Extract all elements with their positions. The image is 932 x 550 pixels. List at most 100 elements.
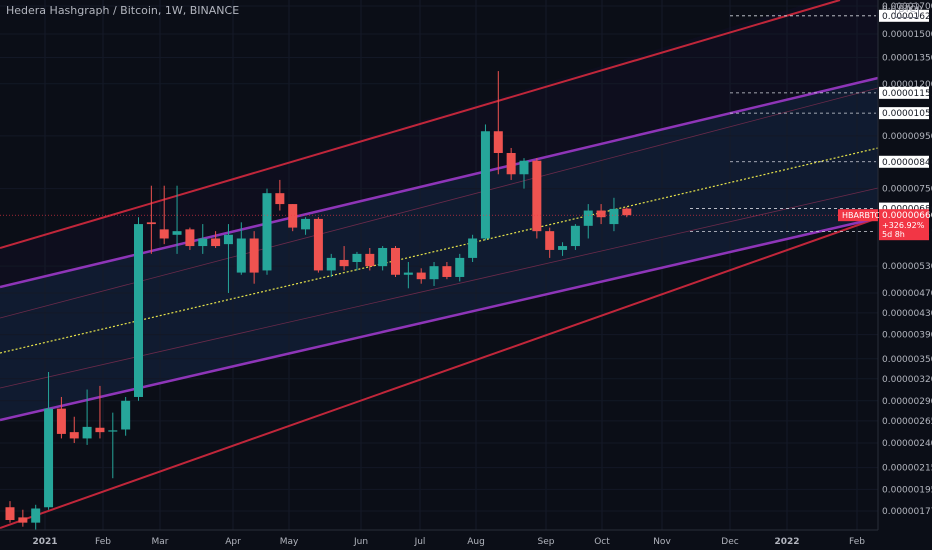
candle-body [378, 247, 388, 267]
x-tick-label: Feb [95, 537, 111, 547]
candle [95, 385, 105, 439]
candle [468, 234, 478, 263]
y-tick-label: 0.00000390 [882, 331, 932, 341]
candle [313, 217, 323, 273]
candle-body [442, 266, 452, 277]
candle-body [211, 238, 221, 247]
candle [56, 396, 66, 439]
candle-body [288, 204, 298, 228]
candle [545, 227, 555, 258]
x-tick-label: Jul [414, 537, 426, 547]
y-tick-label: 0.00000290 [882, 397, 932, 407]
candle [44, 371, 54, 510]
candle-body [455, 257, 465, 277]
candle-body [506, 152, 516, 175]
candle-body [313, 218, 323, 271]
channel-quarter-line [0, 87, 879, 319]
candle [172, 185, 182, 254]
candle-body [159, 229, 169, 239]
candle-body [480, 131, 490, 239]
candle-body [44, 408, 54, 508]
candle [121, 396, 131, 436]
candle-body [18, 517, 28, 523]
candle [352, 251, 362, 271]
level-label-box [879, 107, 929, 120]
candle [288, 204, 298, 232]
y-tick-label: 0.00001500 [882, 30, 932, 40]
candle [442, 262, 452, 280]
candle-body [609, 208, 619, 225]
candle [365, 247, 375, 271]
candle [583, 204, 593, 239]
candle [403, 262, 413, 289]
channel-inner-lower-line [0, 216, 879, 422]
candle [108, 412, 118, 479]
candle [185, 227, 195, 250]
candle-body [301, 218, 311, 230]
y-tick-label: 0.00000265 [882, 417, 932, 427]
candle-body [5, 507, 15, 521]
candle-body [56, 408, 66, 434]
candle-body [185, 229, 195, 247]
candle [262, 188, 272, 275]
candle [134, 217, 143, 401]
candle-body [108, 430, 118, 432]
level-label-box [879, 155, 929, 168]
candle-body [558, 246, 568, 250]
candle-body [403, 272, 413, 275]
candle-body [570, 225, 580, 247]
candle [558, 242, 568, 256]
candle [301, 217, 311, 235]
level-label: 0.00001627 [879, 9, 932, 22]
candle-body [468, 238, 478, 258]
candle [82, 389, 92, 445]
candle [532, 158, 542, 239]
candle [506, 147, 516, 180]
x-tick-label: Jun [353, 537, 368, 547]
symbol-badge: HBARBTC [838, 209, 880, 222]
last-price-box [879, 209, 929, 241]
level-label: 0.00000846 [879, 155, 932, 168]
y-tick-label: 0.00000750 [882, 185, 932, 195]
candle-body [121, 400, 131, 430]
y-tick-label: 0.00000530 [882, 262, 932, 272]
x-tick-label: Dec [721, 537, 738, 547]
candle-body [69, 432, 79, 439]
last-price-badge: 0.00000666+326.92%5d 8h [879, 209, 932, 241]
currency-badge[interactable]: BTC [895, 3, 919, 18]
candle [18, 509, 28, 527]
y-tick-label: 0.00001200 [882, 80, 932, 90]
channel-outer-lower-line [0, 217, 879, 529]
candle [146, 185, 156, 254]
x-tick-label: Sep [538, 537, 555, 547]
candle [455, 253, 465, 282]
candle [223, 224, 233, 293]
level-label-text: 0.00001627 [882, 12, 932, 22]
candle-body [95, 427, 105, 433]
y-tick-label: 0.00001700 [882, 2, 932, 12]
last-price-change: +326.92% [882, 221, 925, 230]
time-axis-bg [0, 530, 932, 550]
candle [622, 207, 632, 218]
y-tick-label: 0.00000350 [882, 355, 932, 365]
candle-body [172, 231, 182, 235]
level-label-box [879, 86, 929, 99]
x-tick-label: Feb [849, 537, 865, 547]
y-tick-label: 0.00000240 [882, 439, 932, 449]
x-tick-label: Oct [594, 537, 610, 547]
candle-body [339, 259, 349, 267]
channel-three-quarter-line [0, 187, 879, 389]
candle [596, 204, 606, 225]
candle-body [146, 222, 156, 225]
candle [570, 224, 580, 250]
level-label: 0.00001152 [879, 86, 932, 99]
x-tick-label: Apr [225, 537, 241, 547]
x-tick-label: Mar [152, 537, 169, 547]
candle [480, 124, 490, 241]
candle [391, 246, 400, 277]
candle-body [352, 253, 362, 263]
x-tick-label: Nov [653, 537, 671, 547]
y-tick-label: 0.00000950 [882, 132, 932, 142]
